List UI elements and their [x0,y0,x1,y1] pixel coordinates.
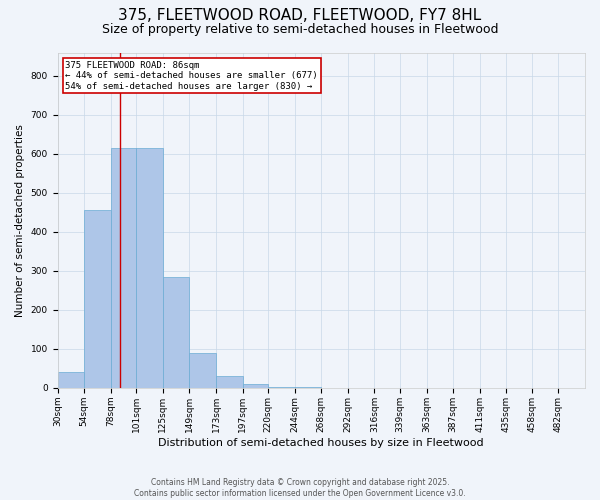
Bar [136,148,163,388]
Text: 375 FLEETWOOD ROAD: 86sqm
← 44% of semi-detached houses are smaller (677)
54% of: 375 FLEETWOOD ROAD: 86sqm ← 44% of semi-… [65,61,318,90]
Bar [216,376,242,388]
Bar [295,387,321,388]
Text: Size of property relative to semi-detached houses in Fleetwood: Size of property relative to semi-detach… [102,22,498,36]
Text: 375, FLEETWOOD ROAD, FLEETWOOD, FY7 8HL: 375, FLEETWOOD ROAD, FLEETWOOD, FY7 8HL [118,8,482,22]
Bar [163,277,190,388]
Text: Contains HM Land Registry data © Crown copyright and database right 2025.
Contai: Contains HM Land Registry data © Crown c… [134,478,466,498]
X-axis label: Distribution of semi-detached houses by size in Fleetwood: Distribution of semi-detached houses by … [158,438,484,448]
Y-axis label: Number of semi-detached properties: Number of semi-detached properties [15,124,25,316]
Bar [111,148,136,388]
Bar [190,353,216,388]
Bar [268,387,295,388]
Bar [84,210,111,388]
Bar [242,384,268,388]
Bar [58,372,84,388]
